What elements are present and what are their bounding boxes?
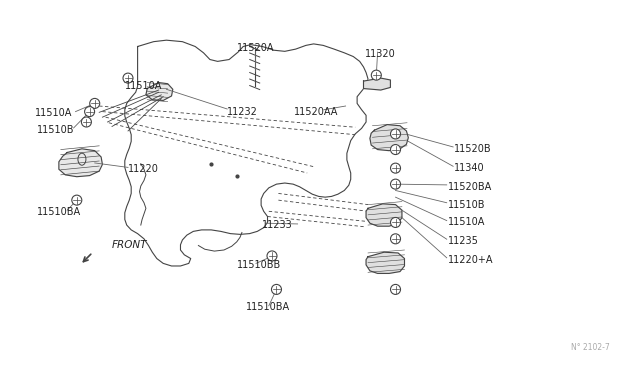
Polygon shape <box>364 78 390 90</box>
Text: 11220+A: 11220+A <box>448 255 493 264</box>
Circle shape <box>267 251 277 261</box>
Text: 11235: 11235 <box>448 236 479 246</box>
Text: 11510B: 11510B <box>37 125 75 135</box>
Circle shape <box>90 99 100 108</box>
Text: 11340: 11340 <box>454 163 485 173</box>
Text: 11320: 11320 <box>365 49 396 59</box>
Text: 11510BA: 11510BA <box>37 207 81 217</box>
Circle shape <box>123 73 133 83</box>
Text: 11220: 11220 <box>128 164 159 174</box>
Polygon shape <box>59 149 102 177</box>
Polygon shape <box>125 40 368 266</box>
Text: 11520B: 11520B <box>454 144 492 154</box>
Text: N° 2102-7: N° 2102-7 <box>572 343 610 352</box>
Circle shape <box>84 107 95 116</box>
Text: 11233: 11233 <box>262 220 293 230</box>
Circle shape <box>81 117 92 127</box>
Circle shape <box>390 285 401 294</box>
Text: 11510B: 11510B <box>448 200 486 209</box>
Circle shape <box>390 129 401 139</box>
Circle shape <box>371 70 381 80</box>
Text: 11510BB: 11510BB <box>237 260 281 270</box>
Polygon shape <box>146 83 173 100</box>
Circle shape <box>390 163 401 173</box>
Text: 11510BA: 11510BA <box>246 302 291 312</box>
Text: 11510A: 11510A <box>35 109 72 118</box>
Text: 11510A: 11510A <box>125 81 162 90</box>
Text: 11520AA: 11520AA <box>294 107 339 116</box>
Text: 11232: 11232 <box>227 107 258 116</box>
Text: 11520A: 11520A <box>237 44 275 53</box>
Circle shape <box>72 195 82 205</box>
Circle shape <box>390 179 401 189</box>
Text: FRONT: FRONT <box>112 240 147 250</box>
Circle shape <box>390 218 401 227</box>
Text: 11520BA: 11520BA <box>448 182 492 192</box>
Polygon shape <box>366 204 402 226</box>
Text: 11510A: 11510A <box>448 218 485 227</box>
Polygon shape <box>366 252 404 273</box>
Circle shape <box>390 145 401 154</box>
Polygon shape <box>370 125 408 151</box>
Circle shape <box>390 234 401 244</box>
Circle shape <box>271 285 282 294</box>
